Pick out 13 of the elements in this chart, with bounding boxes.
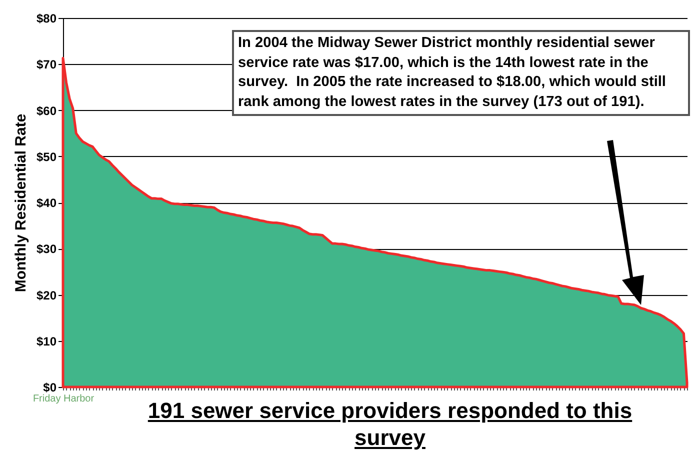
y-tick-label: $20 — [36, 288, 57, 302]
y-tick-label: $60 — [36, 104, 57, 118]
y-tick-label: $10 — [36, 334, 57, 348]
y-axis-title: Monthly Residential Rate — [12, 114, 30, 292]
annotation: In 2004 the Midway Sewer District monthly residential sewer service rate was $17.00, which is the 14th lowest rate in the survey. In 2005 the rate increased to $18.00, which would still rank among the lowest rates in the survey (173 out of 191). — [232, 30, 690, 116]
x-tick-label: Friday Harbor — [32, 394, 95, 404]
y-tick-label: $30 — [36, 242, 57, 256]
y-tick-label: $80 — [36, 12, 57, 26]
y-tick-label: $40 — [36, 196, 57, 210]
y-tick-label: $70 — [36, 58, 57, 72]
y-tick-label: $0 — [43, 380, 57, 394]
y-tick-label: $50 — [36, 150, 57, 164]
x-axis-title: 191 sewer service providers responded to this survey — [148, 398, 632, 450]
